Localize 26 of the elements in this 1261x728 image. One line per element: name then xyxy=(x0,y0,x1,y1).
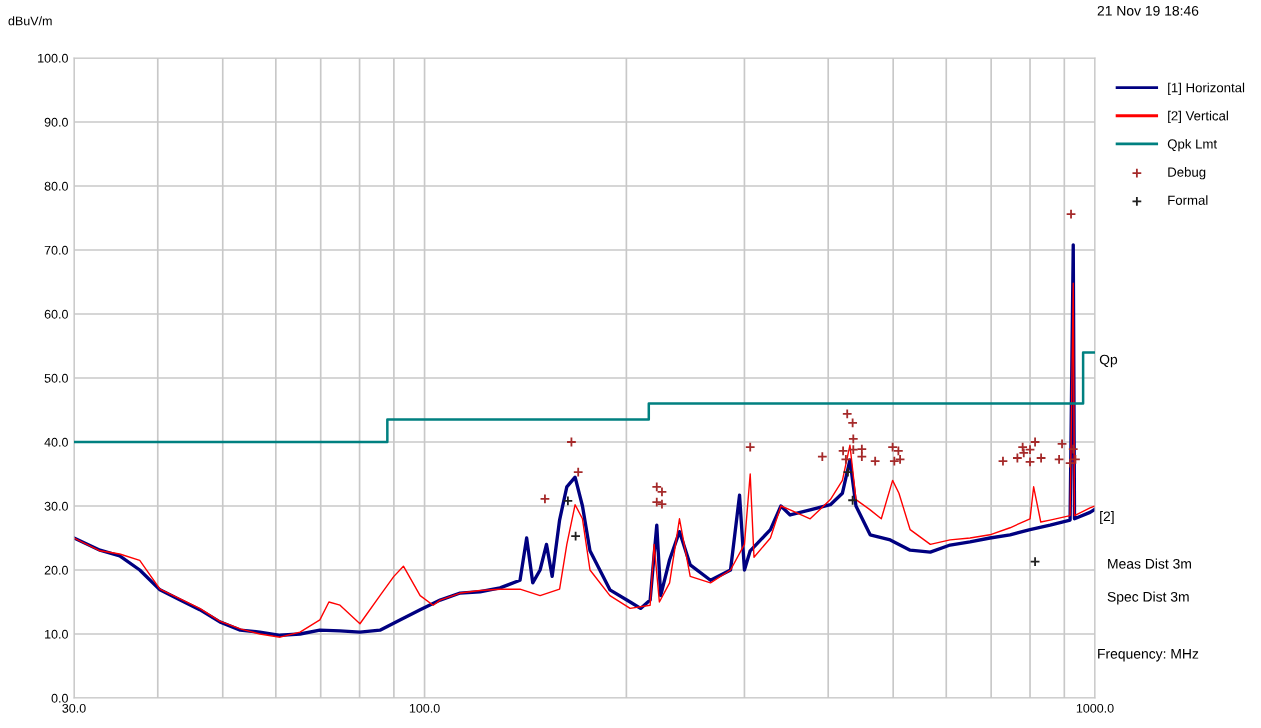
text: Spec Dist 3m xyxy=(1107,591,1189,605)
legend-label: Debug xyxy=(1168,167,1206,180)
annotation: Qp xyxy=(1099,354,1118,368)
y-tick-label: 90.0 xyxy=(44,117,68,127)
y-tick-label: 80.0 xyxy=(44,181,68,191)
y-tick-label: 40.0 xyxy=(44,437,68,447)
legend-label: [2] Vertical xyxy=(1168,110,1228,124)
y-tick-label: 100.0 xyxy=(38,53,68,63)
x-tick-label: 100.0 xyxy=(409,703,440,713)
y-tick-label: 60.0 xyxy=(44,309,68,319)
legend-label: Qpk Lmt xyxy=(1167,138,1217,152)
text: 21 Nov 19 18:46 xyxy=(1097,5,1199,16)
text: Meas Dist 3m xyxy=(1108,558,1191,569)
y-tick-label: 20.0 xyxy=(44,565,68,575)
y-axis-title: dBuV/m xyxy=(8,16,52,26)
x-tick-label: 30.0 xyxy=(62,703,86,713)
text: Frequency: MHz xyxy=(1098,649,1199,662)
y-tick-label: 0.0 xyxy=(51,693,68,703)
y-tick-label: 30.0 xyxy=(44,501,68,511)
y-tick-label: 70.0 xyxy=(44,245,68,255)
y-tick-label: 10.0 xyxy=(45,629,68,639)
legend-label: Formal xyxy=(1168,195,1208,205)
y-tick-label: 50.0 xyxy=(44,373,68,383)
annotation: [2] xyxy=(1100,511,1114,525)
legend-label: [1] Horizontal xyxy=(1168,82,1245,95)
x-tick-label: 1000.0 xyxy=(1076,703,1114,713)
